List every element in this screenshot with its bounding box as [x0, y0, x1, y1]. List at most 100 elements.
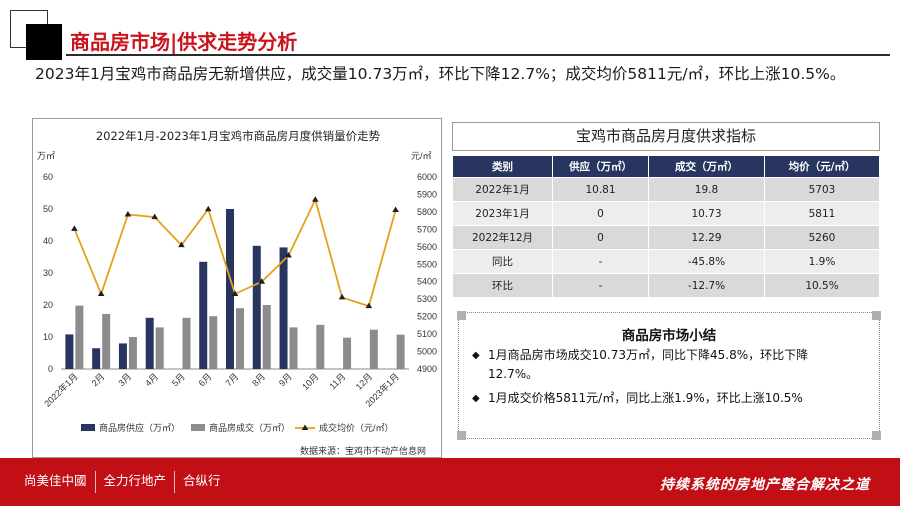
y-left-tick-label: 20: [43, 300, 53, 310]
y-left-tick-label: 60: [43, 172, 53, 182]
chart-panel: 2022年1月-2023年1月宝鸡市商品房月度供销量价走势 万㎡ 元/㎡ 0 10 20…: [32, 118, 442, 458]
x-tick-label: 8月: [250, 371, 267, 388]
bar-supply: [252, 245, 261, 369]
summary-border: [458, 312, 880, 439]
table-cell: 12.29: [648, 225, 765, 250]
y-right-tick-label: 5100: [417, 329, 437, 339]
footer-separator: [94, 470, 96, 493]
y-left-tick-label: 0: [48, 364, 53, 374]
bar-deal: [316, 324, 325, 369]
x-tick-label: 11月: [327, 371, 347, 391]
table-cell: -12.7%: [648, 273, 765, 298]
logo-hezongxing: 合纵行: [183, 473, 221, 488]
x-tick-label: 7月: [223, 371, 240, 388]
y-left-tick-label: 30: [43, 268, 53, 278]
price-point-marker: [365, 302, 373, 309]
y-right-tick-label: 5800: [417, 207, 437, 217]
y-left-unit: 万㎡: [37, 151, 55, 161]
bar-deal: [369, 329, 378, 369]
x-tick-label: 6月: [197, 371, 214, 388]
y-right-tick-label: 6000: [417, 172, 437, 182]
bar-supply: [279, 247, 288, 369]
price-point-marker: [258, 278, 266, 284]
header-divider: [66, 54, 890, 56]
footer-separator: [174, 470, 176, 493]
chart-title: 2022年1月-2023年1月宝鸡市商品房月度供销量价走势: [95, 129, 381, 143]
table-title: 宝鸡市商品房月度供求指标: [452, 122, 880, 151]
table-cell: -: [552, 273, 649, 298]
source-note: 数据来源：宝鸡市不动产信息网: [300, 447, 427, 457]
bar-deal: [128, 337, 137, 369]
y-right-tick-label: 5600: [417, 242, 437, 252]
bar-deal: [182, 317, 191, 369]
y-left-tick-label: 50: [43, 204, 53, 214]
summary-item: ◆ 1月成交价格5811元/㎡，同比上涨1.9%，环比上涨10.5%: [472, 389, 848, 408]
price-point-marker: [124, 211, 132, 217]
price-point-marker: [178, 241, 185, 248]
bar-supply: [226, 209, 234, 369]
summary-corner-decor: [457, 311, 466, 320]
logo-quanlixing: 全力行地产: [103, 473, 167, 488]
legend-marker-price: [301, 424, 309, 430]
summary-corner-decor: [457, 431, 466, 440]
legend-swatch-supply: [81, 424, 95, 431]
bar-supply: [199, 261, 208, 369]
bar-deal: [155, 327, 164, 369]
table-cell: 环比: [452, 273, 553, 298]
table-cell: -45.8%: [648, 249, 765, 274]
bar-deal: [289, 327, 298, 369]
table-cell: 1.9%: [764, 249, 880, 274]
y-right-tick-label: 5900: [417, 189, 437, 199]
bar-supply: [65, 334, 74, 369]
footer-logos: 尚美佳中國 全力行地产 合纵行: [24, 470, 229, 493]
header-decor-black-square: [26, 24, 62, 60]
price-point-marker: [204, 205, 212, 212]
summary-item-text: 1月成交价格5811元/㎡，同比上涨1.9%，环比上涨10.5%: [488, 391, 803, 405]
x-tick-label: 10月: [300, 371, 321, 392]
price-point-marker: [392, 206, 399, 212]
table-cell: -: [552, 249, 649, 274]
intro-text: 2023年1月宝鸡市商品房无新增供应，成交量10.73万㎡，环比下降12.7%；…: [35, 65, 846, 83]
summary-corner-decor: [872, 431, 881, 440]
price-point-marker: [97, 290, 105, 296]
bar-supply: [145, 317, 154, 369]
table-cell: 2022年1月: [452, 177, 553, 202]
price-point-marker: [312, 196, 319, 202]
table-row: 同比 - -45.8% 1.9%: [452, 249, 880, 274]
y-right-unit: 元/㎡: [411, 151, 432, 161]
table-cell: 10.81: [552, 177, 649, 202]
summary-title: 商品房市场小结: [621, 328, 717, 344]
price-point-marker: [285, 252, 292, 258]
table-row: 2022年12月 0 12.29 5260: [452, 225, 880, 250]
table-cell: 5811: [764, 201, 880, 226]
chart-svg: 万㎡ 元/㎡ 0 10 20 30 40 50 60 4900 5000 5100 5200 5300 54…: [37, 151, 437, 433]
legend-label-deal: 商品房成交（万㎡）: [209, 422, 290, 433]
y-right-tick-label: 5000: [417, 347, 437, 357]
table-row: 环比 - -12.7% 10.5%: [452, 273, 880, 298]
table-cell: 0: [552, 225, 649, 250]
y-right-tick-label: 5300: [417, 294, 437, 304]
bar-supply: [92, 348, 101, 369]
x-tick-label: 5月: [170, 371, 187, 388]
bar-deal: [236, 308, 244, 369]
legend-swatch-deal: [191, 424, 205, 431]
price-point-marker: [151, 213, 158, 220]
y-right-tick-label: 5200: [417, 312, 437, 322]
table-header-row: 类别 供应（万㎡） 成交（万㎡） 均价（元/㎡）: [452, 155, 880, 178]
table-cell: 同比: [452, 249, 553, 274]
x-tick-label: 12月: [354, 371, 375, 392]
table-header-cell: 供应（万㎡）: [552, 155, 649, 178]
price-point-marker: [71, 225, 78, 231]
table-header-cell: 均价（元/㎡）: [764, 155, 880, 178]
summary-box: 商品房市场小结 ◆ 1月商品房市场成交10.73万㎡，同比下降45.8%，环比下…: [457, 311, 881, 440]
y-right-tick-label: 4900: [417, 364, 437, 374]
page-title: 商品房市场|供求走势分析: [70, 30, 298, 54]
bar-supply: [118, 343, 127, 369]
diamond-bullet-icon: ◆: [472, 350, 480, 361]
summary-corner-decor: [872, 311, 881, 320]
bar-deal: [262, 305, 271, 369]
logo-shangmeijia: 尚美佳中國: [24, 473, 87, 488]
table-row: 2023年1月 0 10.73 5811: [452, 201, 880, 226]
x-tick-label: 2022年1月: [42, 371, 80, 409]
legend-label-supply: 商品房供应（万㎡）: [99, 422, 180, 433]
